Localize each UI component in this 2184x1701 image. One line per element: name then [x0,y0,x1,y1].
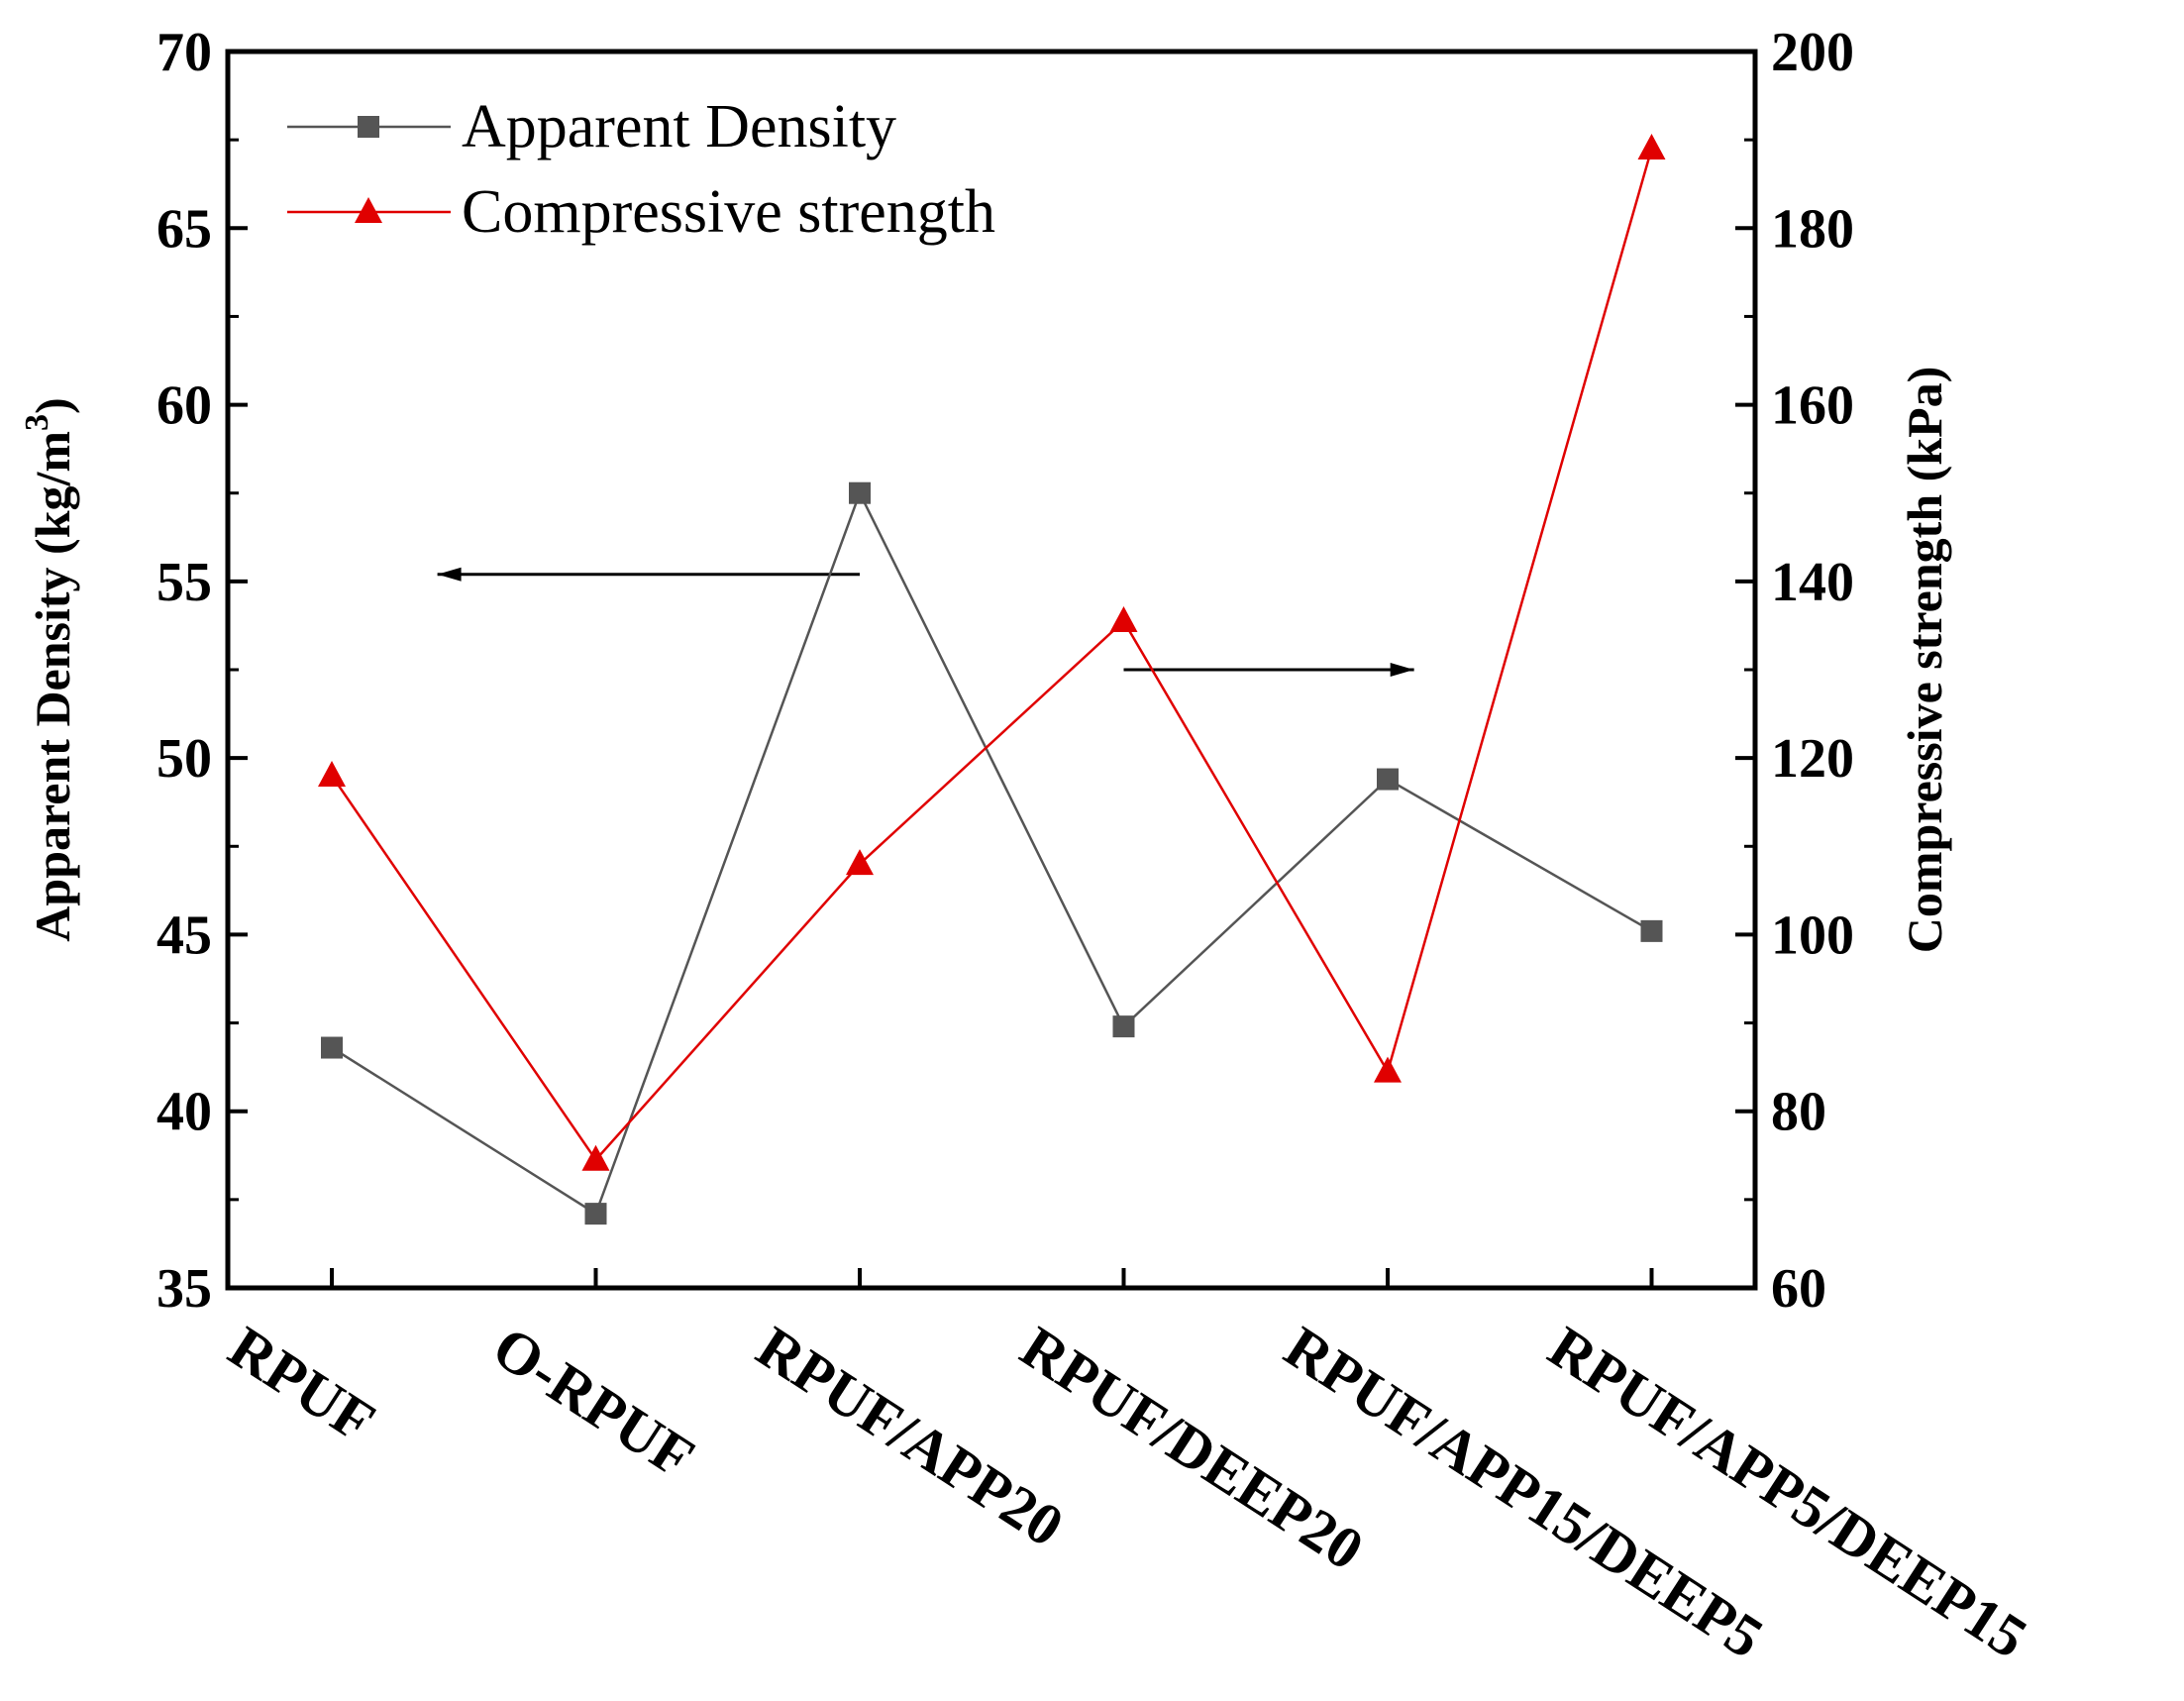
left-tick-label: 65 [156,198,212,260]
left-tick-label: 50 [156,728,212,790]
right-tick-label: 120 [1771,728,1854,790]
right-tick-label: 140 [1771,552,1854,613]
annotations [437,567,1414,677]
data-point-triangle [1637,134,1666,160]
left-tick-label: 40 [156,1082,212,1143]
legend: Apparent Density Compressive strength [287,93,995,246]
series-compressive-strength [318,134,1666,1171]
left-tick-label: 60 [156,375,212,437]
legend-label: Apparent Density [462,93,896,160]
right-axis: 60 80 100 120 140 160 180 200 [1735,22,1854,1320]
legend-marker-triangle [355,197,382,223]
right-tick-label: 60 [1771,1258,1826,1320]
data-point-square [849,481,871,504]
series-apparent-density [321,481,1663,1225]
left-tick-label: 55 [156,552,212,613]
data-point-square [1377,768,1399,791]
left-tick-label: 35 [156,1258,212,1320]
right-tick-label: 80 [1771,1082,1826,1143]
legend-item: Apparent Density [287,93,896,160]
x-tick-label: RPUF [218,1314,386,1454]
right-axis-title: Compressive strength (kPa) [1897,367,1952,954]
data-point-square [321,1036,343,1059]
x-axis: RPUF O-RPUF RPUF/APP20RPUF/DEEP20RPUF/APP1… [218,1268,2038,1670]
data-point-square [584,1203,607,1225]
data-point-square [1640,919,1663,942]
legend-item: Compressive strength [287,178,995,246]
data-point-triangle [318,760,346,787]
legend-marker-square [358,116,379,138]
right-tick-label: 100 [1771,904,1854,966]
right-tick-label: 200 [1771,22,1854,83]
left-axis: 35 40 45 50 55 60 65 70 [156,22,248,1320]
series-line [330,148,1653,1162]
x-tick-label: RPUF/APP5/DEEP15 [1537,1314,2038,1670]
x-tick-label: O-RPUF [481,1314,705,1491]
series-layer [318,134,1666,1225]
series-line [331,489,1653,1217]
data-point-square [1112,1015,1135,1038]
data-point-triangle [1109,605,1138,632]
left-tick-label: 45 [156,904,212,966]
data-point-triangle [1374,1056,1402,1083]
right-tick-label: 160 [1771,375,1854,437]
left-axis-title: Apparent Density (kg/m3) [19,397,80,941]
x-tick-label: RPUF/APP15/DEEP5 [1274,1314,1775,1670]
data-point-triangle [846,849,874,876]
arrow-head [437,567,462,582]
arrow-head [1390,663,1414,677]
legend-label: Compressive strength [462,178,995,246]
right-tick-label: 180 [1771,198,1854,260]
data-point-triangle [581,1144,610,1171]
left-tick-label: 70 [156,22,212,83]
